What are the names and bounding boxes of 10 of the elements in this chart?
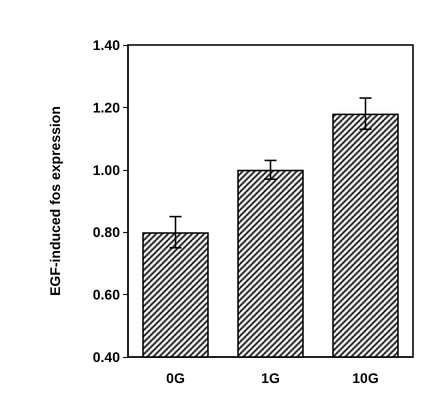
y-axis-title: EGF-induced fos expression — [47, 106, 63, 296]
y-tick-label: 0.80 — [92, 224, 120, 240]
x-tick-label: 1G — [261, 370, 280, 386]
y-tick-label: 1.40 — [92, 37, 120, 53]
y-tick-label: 1.20 — [92, 99, 120, 116]
y-tick-label: 1.00 — [92, 162, 120, 178]
x-tick-label: 10G — [352, 370, 379, 386]
y-tick-label: 0.40 — [92, 349, 120, 365]
y-tick-label: 0.60 — [92, 286, 120, 303]
x-tick-label: 0G — [166, 370, 185, 386]
